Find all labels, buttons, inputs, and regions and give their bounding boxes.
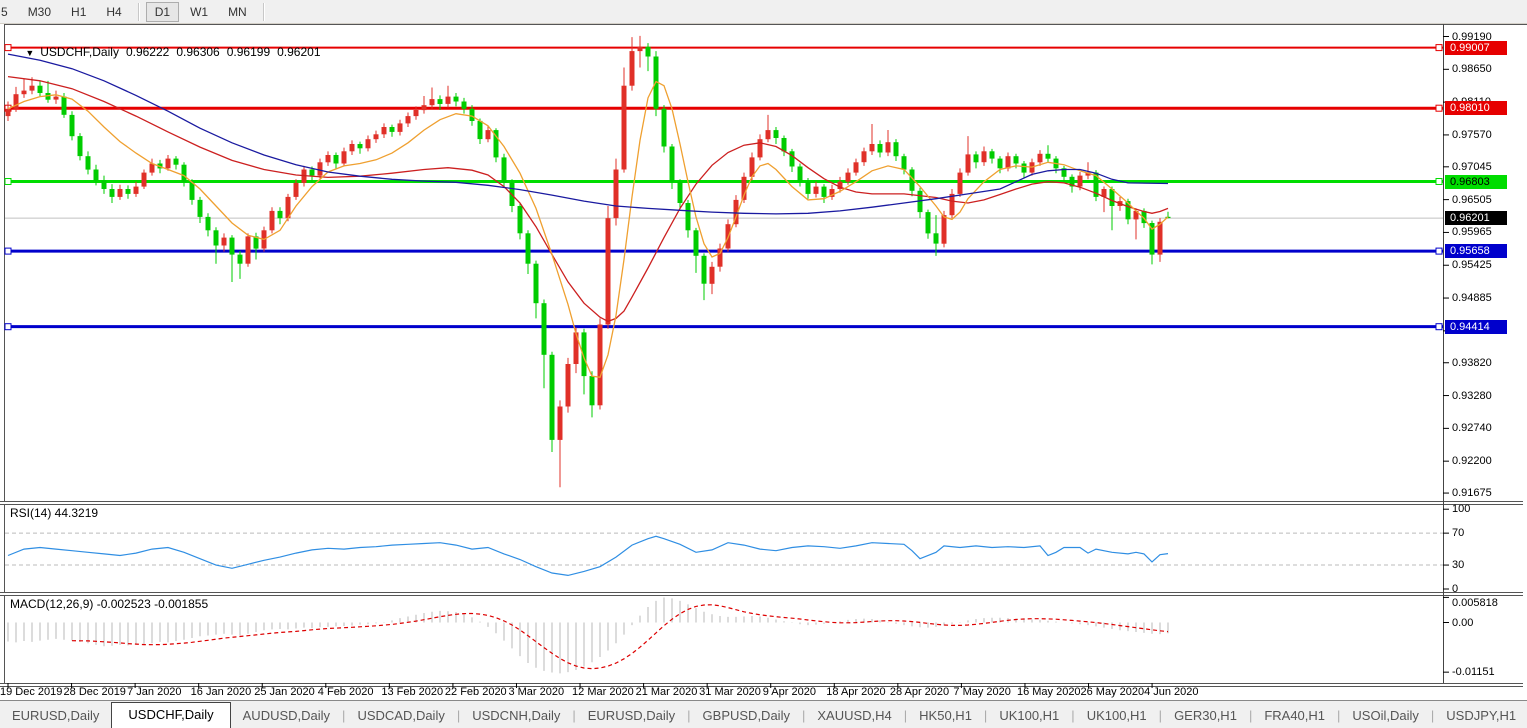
chart-tab-bar: EURUSD,Daily USDCHF,Daily AUDUSD,Daily | USD… xyxy=(0,700,1527,728)
price-axis-tick: 0.95425 xyxy=(1452,259,1492,272)
level-price-badge: 0.96803 xyxy=(1445,174,1507,189)
chart-tab-usdchf-daily[interactable]: USDCHF,Daily xyxy=(111,702,231,728)
date-axis-label: 16 Jan 2020 xyxy=(190,686,252,698)
timeframe-button-h1[interactable]: H1 xyxy=(71,4,87,19)
macd-label: MACD(12,26,9) -0.002523 -0.001855 xyxy=(10,597,209,611)
ohlc-high: 0.96306 xyxy=(176,45,220,59)
timeframe-button-partial[interactable]: 5 xyxy=(1,4,8,19)
tab-separator: | xyxy=(1337,708,1341,723)
panel-separator-macd-dates xyxy=(0,683,1523,687)
date-axis-label: 26 May 2020 xyxy=(1080,686,1145,698)
level-price-badge: 0.94414 xyxy=(1445,319,1507,334)
tab-separator: | xyxy=(903,708,908,723)
tab-separator: | xyxy=(687,708,691,723)
date-axis-label: 22 Feb 2020 xyxy=(444,686,507,698)
chart-tab-eurusd-daily[interactable]: EURUSD,Daily xyxy=(587,708,676,723)
price-axis-tick: 0.94885 xyxy=(1452,292,1492,305)
rsi-axis-tick: 30 xyxy=(1452,559,1465,572)
panel-separator-rsi-macd[interactable] xyxy=(0,592,1523,596)
chart-tab-gbpusd-daily[interactable]: GBPUSD,Daily xyxy=(702,708,790,723)
price-axis-tick: 0.96505 xyxy=(1452,193,1492,206)
chart-tab-xauusd-h4[interactable]: XAUUSD,H4 xyxy=(817,708,892,723)
date-axis-label: 4 Jun 2020 xyxy=(1144,686,1199,698)
tab-separator: | xyxy=(983,708,988,723)
date-axis-label: 3 Mar 2020 xyxy=(508,686,565,698)
timeframe-button-h4[interactable]: H4 xyxy=(106,4,122,19)
date-axis-label: 25 Jan 2020 xyxy=(254,686,315,698)
rsi-axis-tick: 100 xyxy=(1452,503,1471,516)
chart-tab-fra40-h1[interactable]: FRA40,H1 xyxy=(1264,708,1326,723)
date-axis-label: 28 Dec 2019 xyxy=(63,686,126,698)
level-price-badge: 0.98010 xyxy=(1445,101,1507,116)
tab-separator: | xyxy=(1071,708,1075,723)
price-axis-tick: 0.95965 xyxy=(1452,226,1492,239)
rsi-axis-tick: 70 xyxy=(1452,527,1465,540)
tab-separator: | xyxy=(1430,708,1435,723)
chart-tab-uk100-h1[interactable]: UK100,H1 xyxy=(1086,708,1147,723)
toolbar-separator xyxy=(262,2,264,21)
macd-axis-tick: -0.01151 xyxy=(1452,666,1495,678)
price-axis-tick: 0.92740 xyxy=(1452,422,1492,435)
date-axis-label: 4 Feb 2020 xyxy=(317,686,374,698)
chart-tab-usdjpy-h1[interactable]: USDJPY,H1 xyxy=(1446,708,1517,723)
chart-window[interactable] xyxy=(4,24,1527,685)
chart-tab-usdcad-daily[interactable]: USDCAD,Daily xyxy=(357,708,445,723)
level-price-badge: 0.95658 xyxy=(1445,244,1507,259)
date-axis-label: 9 Apr 2020 xyxy=(762,686,816,698)
date-axis-label: 31 Mar 2020 xyxy=(699,686,761,698)
timeframe-button-w1[interactable]: W1 xyxy=(190,4,209,19)
date-axis-label: 19 Dec 2019 xyxy=(0,686,63,698)
price-axis-border xyxy=(1443,24,1444,683)
chart-symbol-label: USDCHF,Daily xyxy=(40,45,119,59)
current-price-badge: 0.96201 xyxy=(1445,211,1507,226)
tab-separator: | xyxy=(456,708,461,723)
timeframe-toolbar: 5 M30 H1 H4 D1 W1 MN xyxy=(0,0,1527,24)
price-axis-tick: 0.99190 xyxy=(1452,30,1492,43)
price-axis-tick: 0.97570 xyxy=(1452,128,1492,141)
chart-tab-audusd-daily[interactable]: AUDUSD,Daily xyxy=(242,708,331,723)
level-price-badge: 0.99007 xyxy=(1445,40,1507,55)
chart-tab-eurusd-daily[interactable]: EURUSD,Daily xyxy=(12,708,100,723)
chart-dropdown-icon[interactable]: ▼ xyxy=(25,48,35,58)
date-axis-label: 7 May 2020 xyxy=(953,686,1011,698)
tab-separator: | xyxy=(1158,708,1163,723)
price-axis-tick: 0.97045 xyxy=(1452,160,1492,173)
date-axis-label: 12 Mar 2020 xyxy=(572,686,634,698)
timeframe-button-d1[interactable]: D1 xyxy=(145,1,180,22)
ohlc-low: 0.96199 xyxy=(226,45,271,59)
chart-title: ▼ USDCHF,Daily 0.96222 0.96306 0.96199 0.9620… xyxy=(12,31,328,73)
chart-tab-ger30-h1[interactable]: GER30,H1 xyxy=(1174,708,1237,723)
tab-separator: | xyxy=(342,708,346,723)
date-axis-label: 16 May 2020 xyxy=(1016,686,1081,698)
tab-separator: | xyxy=(801,708,806,723)
timeframe-button-mn[interactable]: MN xyxy=(228,4,247,19)
chart-tab-usdcnh-daily[interactable]: USDCNH,Daily xyxy=(472,708,561,723)
date-axis-label: 28 Apr 2020 xyxy=(889,686,950,698)
ohlc-open: 0.96222 xyxy=(125,45,170,59)
price-axis-tick: 0.98650 xyxy=(1452,63,1492,76)
rsi-label: RSI(14) 44.3219 xyxy=(10,506,99,520)
chart-tab-usoil-daily[interactable]: USOil,Daily xyxy=(1352,708,1419,723)
price-axis-tick: 0.91675 xyxy=(1452,487,1492,500)
tab-separator: | xyxy=(1248,708,1253,723)
tab-separator: | xyxy=(572,708,576,723)
date-axis-label: 13 Feb 2020 xyxy=(381,686,444,698)
macd-axis-tick: 0.005818 xyxy=(1452,597,1498,609)
toolbar-separator xyxy=(137,2,139,21)
price-axis-tick: 0.93820 xyxy=(1452,356,1492,369)
rsi-axis-tick: 0 xyxy=(1452,583,1459,595)
chart-tab-hk50-h1[interactable]: HK50,H1 xyxy=(919,708,972,723)
date-axis-label: 18 Apr 2020 xyxy=(826,686,886,698)
timeframe-button-m30[interactable]: M30 xyxy=(27,4,52,19)
date-axis-label: 7 Jan 2020 xyxy=(127,686,182,698)
price-axis-tick: 0.92200 xyxy=(1452,455,1492,468)
chart-tab-uk100-h1[interactable]: UK100,H1 xyxy=(999,708,1060,723)
price-axis-tick: 0.93280 xyxy=(1452,389,1492,402)
panel-separator-main-rsi[interactable] xyxy=(0,501,1523,505)
macd-axis-tick: 0.00 xyxy=(1452,616,1474,629)
date-axis-label: 21 Mar 2020 xyxy=(635,686,698,698)
ohlc-close: 0.96201 xyxy=(277,45,321,59)
